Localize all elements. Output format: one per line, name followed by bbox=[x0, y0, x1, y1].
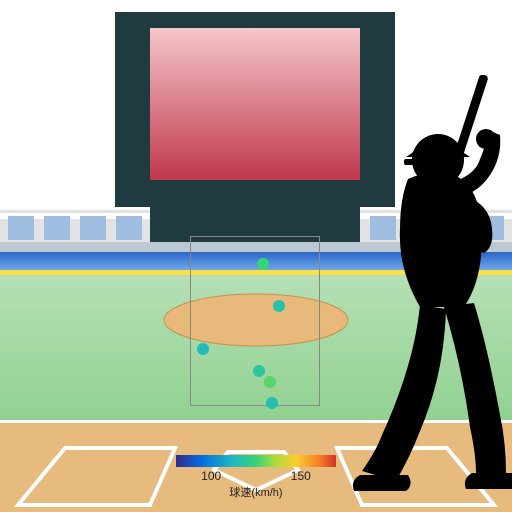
pitch-dot bbox=[257, 258, 269, 270]
pitch-dot bbox=[197, 343, 209, 355]
pitch-dot bbox=[273, 300, 285, 312]
colorbar-gradient bbox=[176, 455, 336, 467]
colorbar-tick: 150 bbox=[291, 469, 311, 483]
speed-colorbar-legend: 100 150 球速(km/h) bbox=[176, 455, 336, 500]
pitch-location-chart: 100 150 球速(km/h) bbox=[0, 0, 512, 512]
pitch-dot bbox=[253, 365, 265, 377]
pitch-dot bbox=[264, 376, 276, 388]
pitch-dot bbox=[266, 397, 278, 409]
colorbar-label: 球速(km/h) bbox=[176, 484, 336, 500]
colorbar-ticks: 100 150 bbox=[176, 469, 336, 483]
colorbar-tick: 100 bbox=[201, 469, 221, 483]
batter-silhouette bbox=[320, 75, 512, 495]
